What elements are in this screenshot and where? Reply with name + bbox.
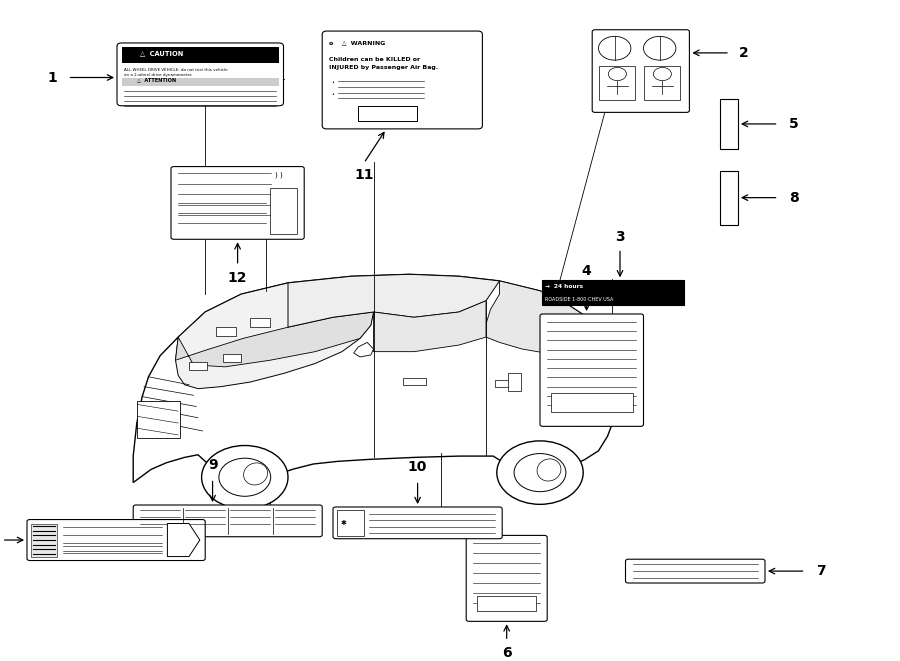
Bar [644,66,680,100]
Circle shape [644,36,676,60]
Polygon shape [354,342,373,357]
Ellipse shape [537,459,561,481]
Polygon shape [133,274,616,483]
Bar [250,318,270,327]
Text: △  CAUTION: △ CAUTION [140,50,183,56]
Text: ✱: ✱ [340,520,346,526]
Text: 10: 10 [408,460,427,475]
Bar [599,66,635,100]
Bar [358,106,417,121]
Bar [32,524,57,557]
Bar [720,171,738,225]
Text: 4: 4 [581,264,591,278]
Circle shape [598,36,631,60]
Polygon shape [176,283,374,389]
FancyBboxPatch shape [333,507,502,539]
Text: →  24 hours: → 24 hours [545,284,583,290]
Polygon shape [374,301,486,352]
Bar [122,47,279,63]
Text: INJURED by Passenger Air Bag.: INJURED by Passenger Air Bag. [329,65,438,71]
FancyBboxPatch shape [171,167,304,239]
Bar [720,99,738,149]
Bar [270,188,297,234]
Circle shape [514,453,566,492]
Bar [477,596,536,611]
Text: 9: 9 [208,458,218,473]
Circle shape [608,67,626,81]
Text: 12: 12 [228,270,248,285]
Text: ROADSIDE 1-800-CHEV USA: ROADSIDE 1-800-CHEV USA [545,297,614,303]
FancyBboxPatch shape [133,505,322,537]
Polygon shape [176,312,374,367]
Text: 6: 6 [502,646,511,660]
Text: •: • [331,80,334,85]
Text: 1: 1 [48,71,57,85]
FancyBboxPatch shape [27,520,205,561]
Text: Children can be KILLED or: Children can be KILLED or [329,57,420,62]
Polygon shape [486,281,598,356]
Bar [122,78,279,86]
Bar [223,354,241,362]
Text: △  ATTENTION: △ ATTENTION [137,77,176,83]
FancyBboxPatch shape [540,314,644,426]
FancyBboxPatch shape [117,43,284,106]
Bar [403,378,426,385]
Text: 7: 7 [816,564,825,578]
Circle shape [653,67,671,81]
Bar [216,327,236,336]
Circle shape [219,458,271,496]
Text: 11: 11 [354,168,373,182]
Bar [551,393,633,412]
Text: o    △  WARNING: o △ WARNING [329,40,386,46]
Bar [337,510,364,536]
FancyBboxPatch shape [466,535,547,621]
Text: •: • [331,92,334,97]
Text: 2: 2 [739,46,748,60]
Text: ALL WHEEL DRIVE VEHICLE: do not test this vehicle: ALL WHEEL DRIVE VEHICLE: do not test thi… [124,67,228,72]
Text: ) ): ) ) [275,171,284,178]
Bar [508,373,521,391]
Bar [495,380,515,387]
Bar [542,280,684,305]
Text: on a 2-wheel drive dynamometer.: on a 2-wheel drive dynamometer. [124,73,193,77]
Circle shape [497,441,583,504]
FancyBboxPatch shape [626,559,765,583]
FancyBboxPatch shape [322,31,482,129]
FancyBboxPatch shape [592,30,689,112]
Text: 8: 8 [789,190,798,205]
Polygon shape [288,274,500,327]
Text: 5: 5 [789,117,798,131]
Polygon shape [167,524,200,557]
Bar [189,362,207,370]
Bar [137,401,180,438]
Circle shape [202,446,288,509]
Ellipse shape [244,463,267,485]
Text: 3: 3 [616,230,625,245]
